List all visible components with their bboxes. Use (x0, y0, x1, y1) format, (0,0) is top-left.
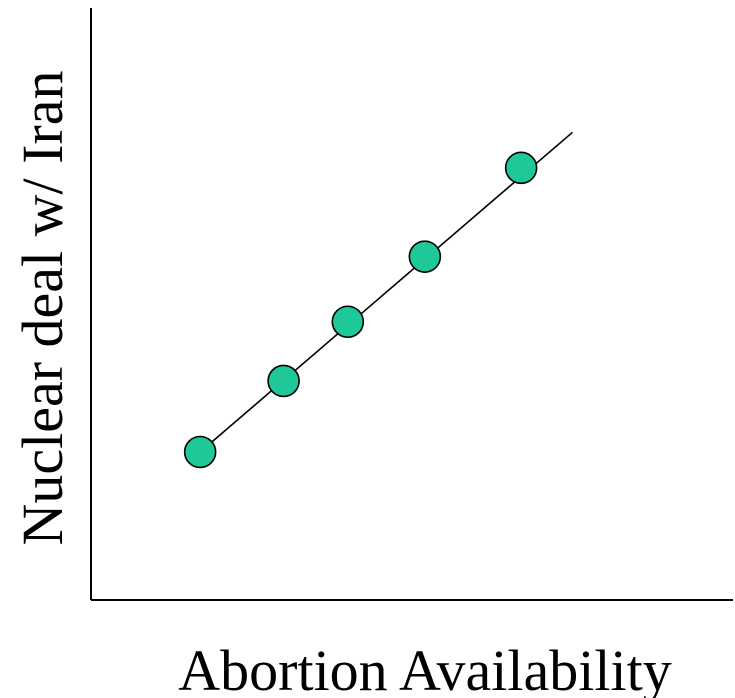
data-point (331, 305, 365, 339)
data-point (267, 364, 300, 398)
trend-line-layer (199, 131, 574, 453)
data-point (504, 151, 538, 185)
data-point (183, 435, 217, 469)
trend-line (199, 131, 574, 453)
data-point (408, 240, 442, 273)
y-axis-title: Nuclear deal w/ Iran (10, 70, 75, 545)
data-points-layer (183, 151, 538, 469)
x-axis-title: Abortion Availability (178, 638, 671, 698)
